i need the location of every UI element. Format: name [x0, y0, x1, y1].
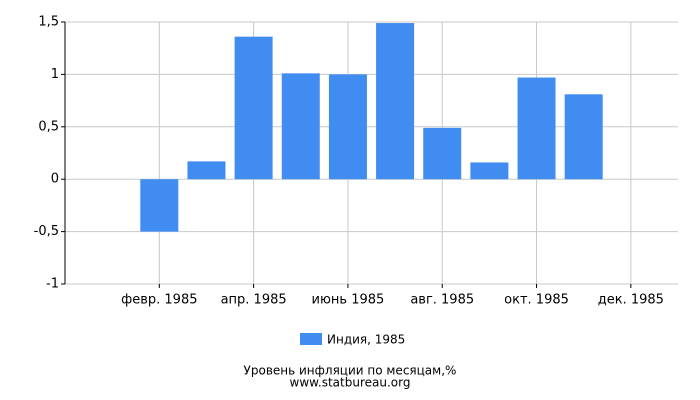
x-tick-label: окт. 1985	[504, 293, 569, 308]
chart-caption: Уровень инфляции по месяцам,%	[244, 364, 457, 378]
x-tick-label: авг. 1985	[410, 293, 474, 308]
y-tick-label: 1,5	[38, 15, 59, 30]
bar	[376, 23, 415, 180]
bar	[140, 179, 179, 232]
y-tick-label: -1	[46, 277, 59, 292]
bar	[470, 162, 509, 180]
y-tick-label: 1	[51, 67, 59, 82]
bar	[328, 74, 367, 180]
x-tick-label: февр. 1985	[121, 293, 197, 308]
source: www.statbureau.org	[290, 376, 411, 390]
x-tick-label: апр. 1985	[221, 293, 287, 308]
bar	[423, 127, 462, 180]
x-tick-label: дек. 1985	[598, 293, 664, 308]
legend-swatch	[300, 333, 322, 345]
y-tick-label: -0,5	[34, 224, 59, 239]
x-tick-label: июнь 1985	[312, 293, 385, 308]
bar	[564, 94, 603, 180]
y-tick-label: 0	[51, 172, 59, 187]
bar	[281, 73, 320, 180]
y-tick-label: 0,5	[38, 119, 59, 134]
legend-label: Индия, 1985	[327, 333, 405, 347]
bar	[517, 77, 556, 180]
bar	[187, 161, 226, 180]
bar	[234, 36, 273, 180]
